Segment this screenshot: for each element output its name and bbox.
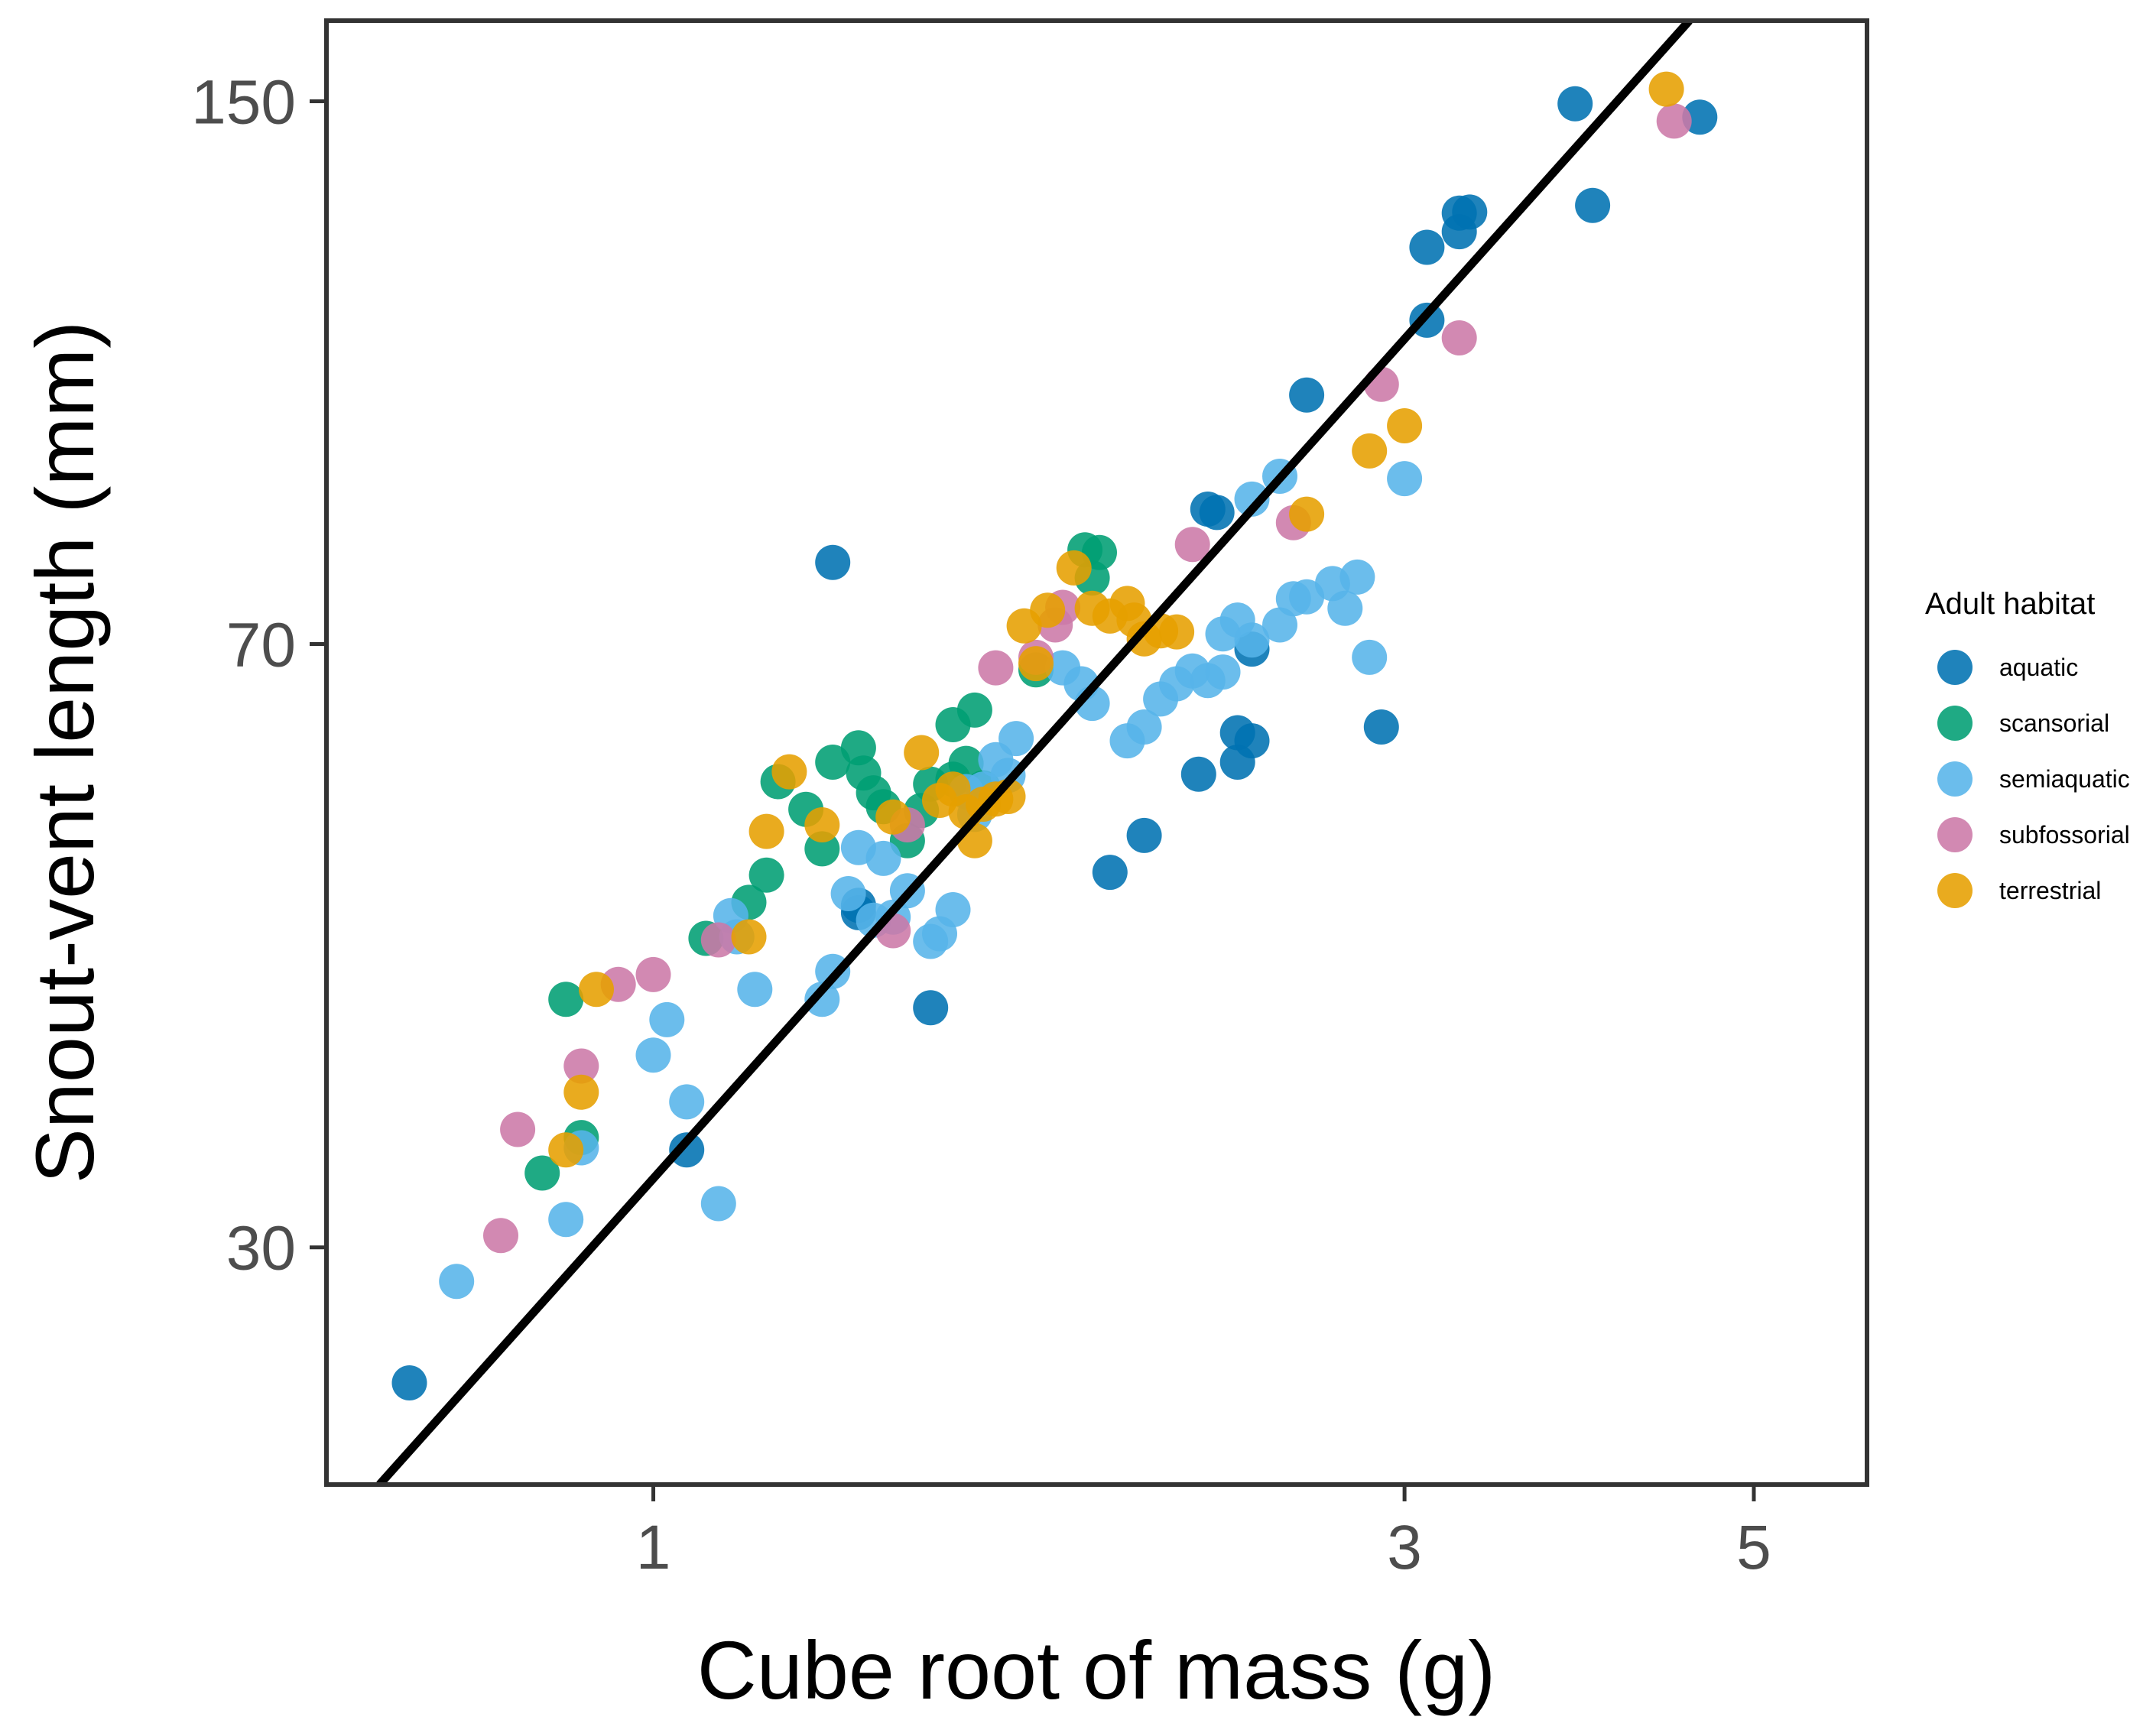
data-point-semiaquatic — [935, 892, 971, 927]
data-point-aquatic — [1092, 855, 1128, 891]
y-axis-title: Snout-vent length (mm) — [18, 321, 111, 1183]
legend-swatch-terrestrial — [1937, 873, 1973, 908]
data-point-aquatic — [1557, 86, 1593, 122]
data-point-terrestrial — [1018, 646, 1054, 682]
data-point-semiaquatic — [1352, 639, 1388, 675]
legend-label-semiaquatic: semiaquatic — [1999, 765, 2130, 793]
data-point-semiaquatic — [1262, 607, 1297, 643]
data-point-semiaquatic — [700, 1186, 736, 1222]
data-point-scansorial — [548, 982, 584, 1017]
data-point-semiaquatic — [1126, 709, 1162, 745]
data-point-terrestrial — [1648, 71, 1684, 107]
points-layer — [391, 71, 1718, 1400]
data-point-semiaquatic — [1289, 579, 1325, 615]
data-point-terrestrial — [579, 972, 614, 1008]
data-point-aquatic — [1409, 229, 1445, 265]
y-tick-label: 70 — [226, 610, 296, 680]
data-point-subfossorial — [978, 650, 1014, 686]
data-point-aquatic — [1234, 723, 1270, 759]
data-point-terrestrial — [548, 1132, 584, 1168]
data-point-aquatic — [1199, 495, 1235, 531]
legend: Adult habitat aquatic scansorial semiaquat… — [1925, 587, 2130, 908]
data-point-semiaquatic — [804, 982, 840, 1017]
data-point-terrestrial — [1387, 408, 1423, 443]
data-point-semiaquatic — [649, 1001, 685, 1037]
data-point-aquatic — [913, 990, 949, 1026]
legend-label-terrestrial: terrestrial — [1999, 877, 2101, 904]
data-point-scansorial — [815, 745, 851, 780]
x-tick-label: 1 — [636, 1513, 671, 1582]
data-point-aquatic — [1363, 709, 1399, 745]
data-point-semiaquatic — [830, 876, 866, 911]
data-point-terrestrial — [563, 1074, 599, 1110]
data-point-terrestrial — [1056, 550, 1092, 586]
data-point-aquatic — [1575, 187, 1611, 223]
data-point-aquatic — [669, 1132, 705, 1168]
legend-label-aquatic: aquatic — [1999, 654, 2078, 681]
data-point-semiaquatic — [548, 1202, 584, 1238]
data-point-subfossorial — [563, 1048, 599, 1084]
data-point-subfossorial — [635, 956, 671, 992]
data-point-semiaquatic — [737, 972, 773, 1008]
axes-layer: 1 3 5 30 70 150 — [191, 68, 1771, 1582]
data-point-terrestrial — [731, 919, 767, 955]
data-point-aquatic — [1682, 99, 1718, 135]
y-tick-label: 150 — [191, 68, 296, 138]
data-point-scansorial — [524, 1155, 560, 1191]
data-point-subfossorial — [500, 1112, 536, 1147]
data-point-semiaquatic — [1234, 622, 1270, 658]
data-point-terrestrial — [748, 813, 784, 849]
data-point-subfossorial — [700, 922, 736, 958]
legend-swatch-aquatic — [1937, 650, 1973, 685]
legend-swatch-subfossorial — [1937, 817, 1973, 852]
y-tick-label: 30 — [226, 1214, 296, 1284]
data-point-scansorial — [935, 707, 971, 742]
regression-line — [376, 21, 1693, 1485]
data-point-subfossorial — [483, 1218, 518, 1254]
data-point-aquatic — [815, 544, 851, 580]
data-point-terrestrial — [1352, 433, 1388, 469]
data-point-scansorial — [748, 857, 784, 893]
data-point-terrestrial — [875, 799, 911, 835]
data-point-aquatic — [1180, 756, 1216, 792]
legend-title: Adult habitat — [1925, 587, 2095, 621]
x-tick-label: 3 — [1387, 1513, 1422, 1582]
x-tick-label: 5 — [1736, 1513, 1771, 1582]
data-point-terrestrial — [804, 807, 840, 842]
data-point-semiaquatic — [1205, 654, 1241, 690]
data-point-semiaquatic — [1387, 461, 1423, 497]
data-point-subfossorial — [1174, 527, 1210, 563]
data-point-aquatic — [1289, 377, 1325, 413]
data-point-subfossorial — [1441, 320, 1477, 355]
data-point-terrestrial — [1159, 614, 1195, 650]
plot-border — [324, 18, 1869, 1487]
data-point-semiaquatic — [635, 1037, 671, 1073]
legend-swatch-scansorial — [1937, 706, 1973, 741]
data-point-aquatic — [1126, 817, 1162, 853]
legend-items: aquatic scansorial semiaquatic subfossorial… — [1937, 650, 2130, 908]
x-axis-title: Cube root of mass (g) — [697, 1624, 1495, 1716]
data-point-semiaquatic — [1339, 559, 1375, 595]
legend-label-scansorial: scansorial — [1999, 709, 2109, 737]
data-point-terrestrial — [904, 735, 940, 771]
legend-label-subfossorial: subfossorial — [1999, 821, 2130, 849]
data-point-terrestrial — [1289, 496, 1325, 532]
data-point-semiaquatic — [439, 1264, 475, 1300]
data-point-semiaquatic — [1327, 590, 1363, 626]
data-point-aquatic — [391, 1365, 427, 1400]
data-point-semiaquatic — [865, 840, 901, 876]
data-point-subfossorial — [1656, 103, 1692, 139]
data-point-semiaquatic — [998, 721, 1034, 757]
data-point-aquatic — [1452, 194, 1488, 230]
data-point-semiaquatic — [669, 1084, 705, 1120]
data-point-terrestrial — [1030, 592, 1066, 628]
legend-swatch-semiaquatic — [1937, 761, 1973, 797]
data-point-terrestrial — [771, 754, 807, 790]
data-point-semiaquatic — [1234, 481, 1270, 517]
